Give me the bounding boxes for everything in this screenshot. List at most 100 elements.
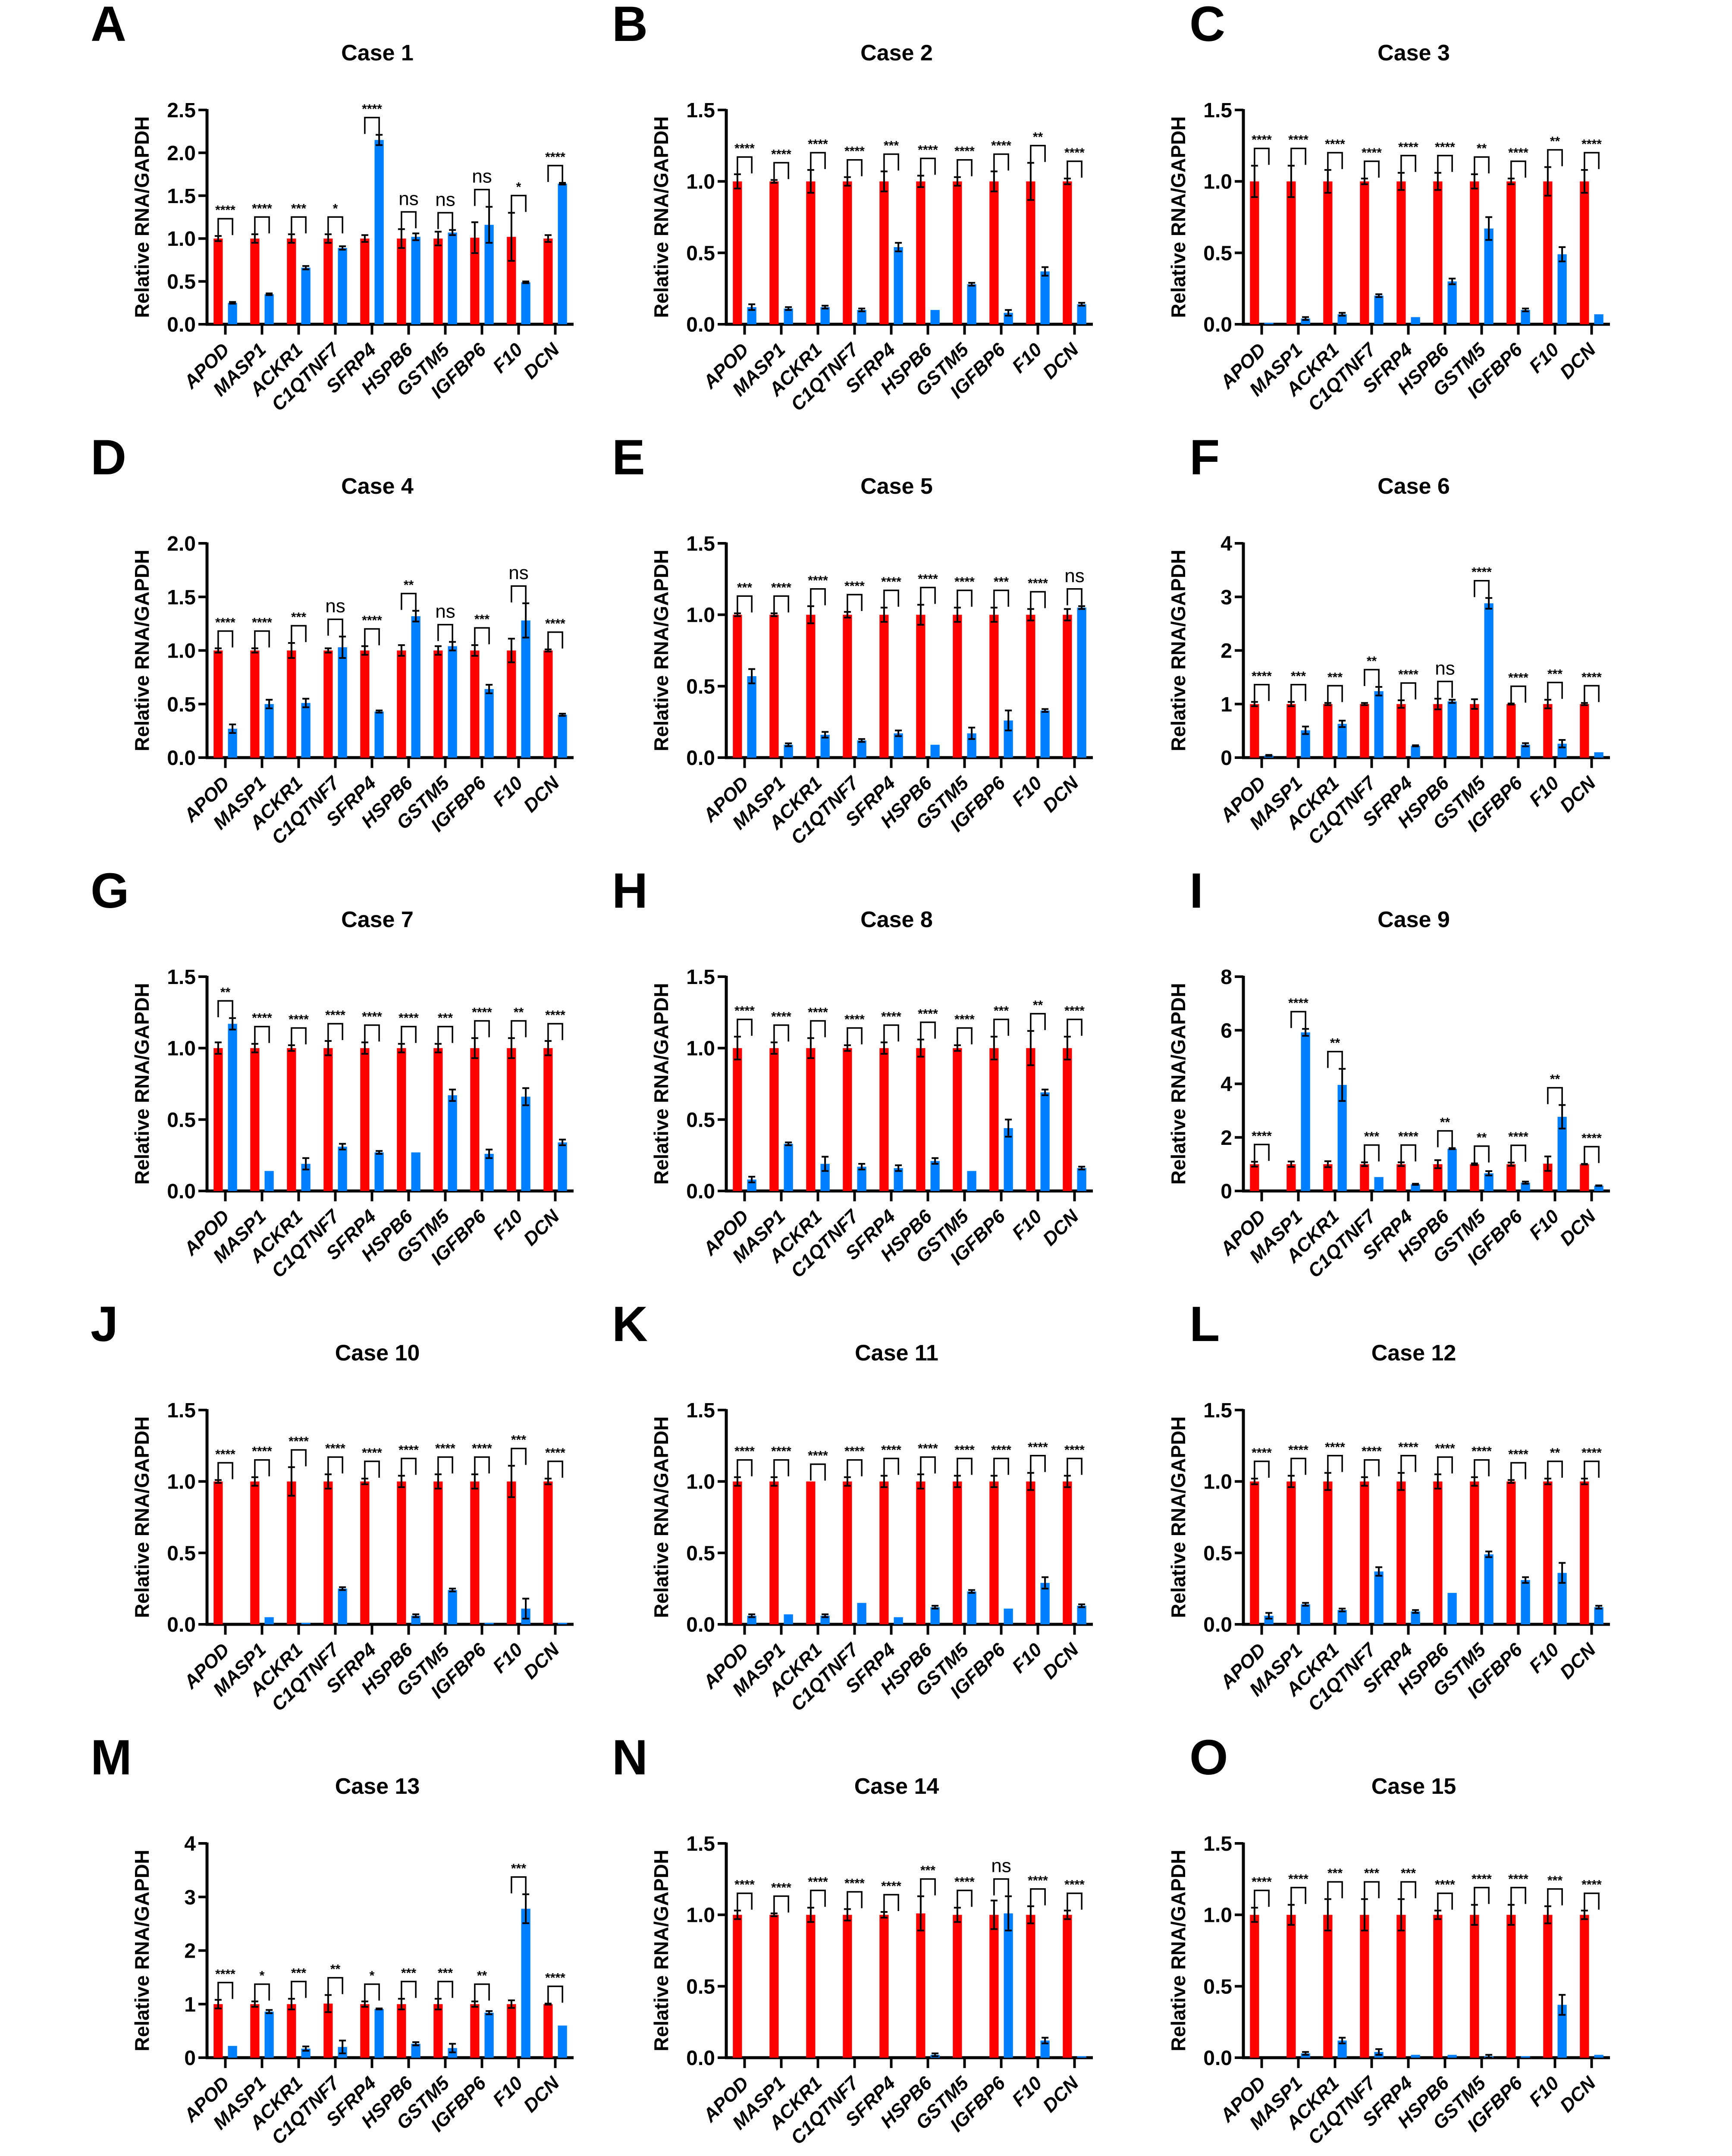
significance-bracket xyxy=(437,212,453,229)
significance-label: **** xyxy=(1252,1446,1272,1460)
y-axis-label: Relative RNA/GAPDH xyxy=(650,116,672,318)
significance-label: **** xyxy=(1472,1445,1492,1459)
bar-normal xyxy=(953,181,962,324)
significance-bracket xyxy=(437,1456,453,1474)
significance-label: *** xyxy=(438,1966,453,1980)
bar-cancer xyxy=(228,303,237,324)
significance-label: ** xyxy=(1033,130,1043,144)
panel-letter: A xyxy=(91,0,126,52)
bar-cancer xyxy=(1557,1573,1567,1624)
significance-label: *** xyxy=(1364,1130,1379,1144)
y-tick-label: 1.5 xyxy=(686,533,715,555)
y-tick-label: 0.5 xyxy=(686,675,715,698)
significance-label: ** xyxy=(1477,141,1487,156)
bar-normal xyxy=(769,181,779,324)
bar-cancer xyxy=(967,1591,976,1624)
bar-normal xyxy=(916,614,926,758)
significance-bracket xyxy=(847,1027,863,1045)
bar-normal xyxy=(1470,704,1479,758)
bar-cancer xyxy=(411,2043,420,2058)
significance-bracket xyxy=(810,1890,826,1907)
bar-cancer xyxy=(264,294,274,324)
x-tick-label: DCN xyxy=(1039,339,1083,383)
significance-bracket xyxy=(1067,1018,1082,1036)
significance-label: **** xyxy=(289,1435,309,1449)
y-tick-label: 1.5 xyxy=(1203,1399,1232,1422)
x-tick-label: F10 xyxy=(1008,772,1046,811)
significance-bracket xyxy=(920,157,936,175)
bar-cancer xyxy=(264,1171,274,1191)
bar-normal xyxy=(1506,1915,1516,2058)
bar-normal xyxy=(507,1481,516,1624)
bar-cancer xyxy=(930,745,940,758)
panel-letter: M xyxy=(91,1733,132,1785)
significance-bracket xyxy=(810,1463,826,1481)
bar-cancer xyxy=(374,1152,384,1191)
bar-cancer xyxy=(448,646,457,758)
bar-normal xyxy=(1543,1915,1553,2058)
bar-cancer xyxy=(484,1623,494,1624)
x-tick-label: F10 xyxy=(489,1206,527,1244)
bar-cancer xyxy=(228,728,237,758)
significance-label: ** xyxy=(220,985,231,1000)
bar-cancer xyxy=(1337,2040,1347,2058)
significance-bracket xyxy=(1400,1144,1416,1162)
y-tick-label: 0.5 xyxy=(1203,1542,1232,1565)
significance-bracket xyxy=(1364,1144,1380,1162)
significance-label: **** xyxy=(325,1442,345,1456)
bar-normal xyxy=(287,1481,296,1624)
significance-bracket xyxy=(401,592,417,610)
x-tick-label: DCN xyxy=(1039,1206,1083,1250)
bar-normal xyxy=(360,238,370,324)
bar-cancer xyxy=(894,247,903,324)
bar-normal xyxy=(507,2004,516,2058)
bar-normal xyxy=(1433,704,1443,758)
chart-panel-k: K Case 11 Relative RNA/GAPDH 0.0 0.5 1.0 1.5 AP… xyxy=(577,1300,1155,1731)
bar-cancer xyxy=(967,1171,976,1191)
bar-normal xyxy=(1286,1915,1296,2058)
bar-cancer xyxy=(1077,2056,1086,2058)
significance-bracket xyxy=(1547,1888,1563,1905)
significance-label: **** xyxy=(954,575,975,589)
bar-normal xyxy=(806,1915,816,2058)
bar-normal xyxy=(806,1048,816,1191)
bar-cancer xyxy=(264,2012,274,2058)
significance-label: ns xyxy=(435,601,455,622)
significance-label: ** xyxy=(1330,1036,1340,1050)
y-tick-label: 1.5 xyxy=(167,1399,196,1422)
y-tick-label: 0.0 xyxy=(1203,313,1232,336)
bar-cancer xyxy=(1411,317,1420,324)
bar-normal xyxy=(843,1915,852,2058)
significance-label: **** xyxy=(1362,1445,1382,1459)
bar-normal xyxy=(1323,704,1333,758)
significance-bracket xyxy=(1254,1890,1270,1907)
bar-cancer xyxy=(747,676,756,758)
significance-bracket xyxy=(773,1895,789,1913)
significance-bracket xyxy=(327,1977,343,1994)
significance-label: **** xyxy=(215,1447,235,1461)
significance-label: **** xyxy=(1288,133,1308,147)
bar-normal xyxy=(543,1048,553,1191)
bar-cancer xyxy=(1484,1173,1494,1191)
bar-normal xyxy=(1506,181,1516,324)
significance-bracket xyxy=(773,1459,789,1476)
significance-bracket xyxy=(1474,1459,1490,1476)
significance-label: **** xyxy=(881,1443,901,1457)
significance-label: **** xyxy=(1362,146,1382,160)
significance-label: ns xyxy=(398,188,418,209)
significance-bracket xyxy=(1510,1144,1526,1162)
significance-bracket xyxy=(401,211,417,229)
significance-bracket xyxy=(511,585,527,603)
significance-label: **** xyxy=(808,1449,828,1463)
bar-cancer xyxy=(1557,1116,1567,1191)
significance-bracket xyxy=(993,1878,1009,1896)
bar-cancer xyxy=(448,1590,457,1624)
x-tick-label: DCN xyxy=(1039,772,1083,817)
bar-cancer xyxy=(1484,1554,1494,1624)
chart-title: Case 13 xyxy=(335,1774,420,1799)
significance-bracket xyxy=(327,618,343,636)
bar-normal xyxy=(287,238,296,324)
